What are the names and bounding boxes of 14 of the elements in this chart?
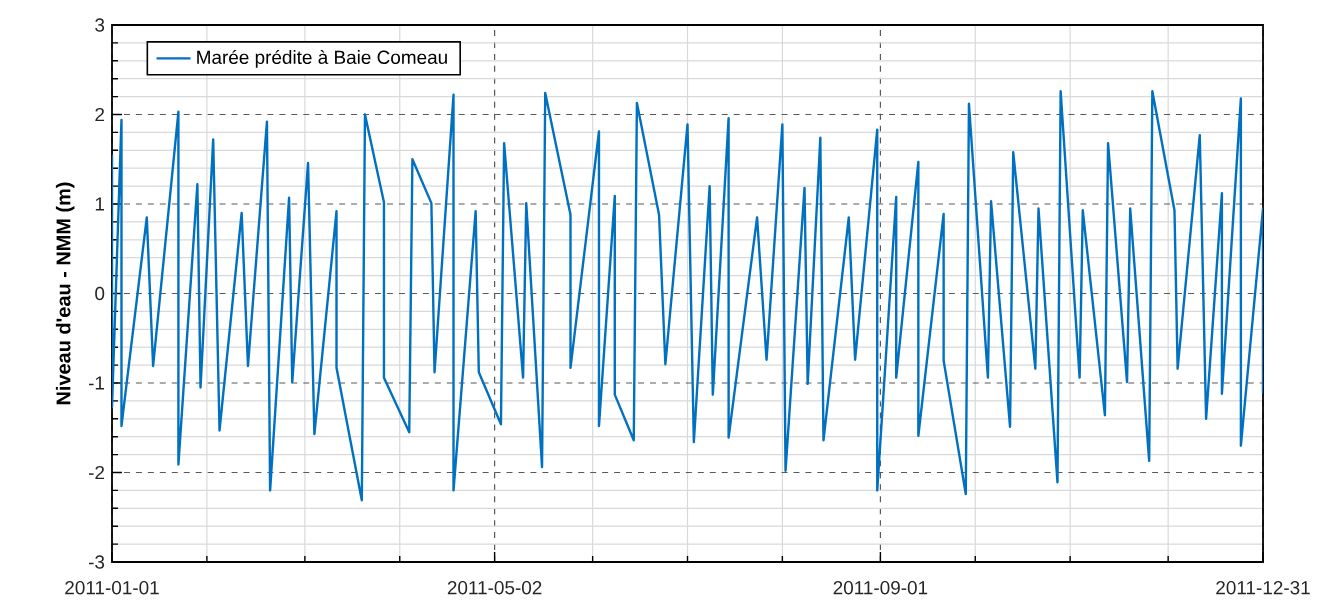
y-tick-label: 1 <box>95 197 105 211</box>
y-tick-label: -2 <box>88 465 105 480</box>
x-tick-label: 2011-09-01 <box>833 580 928 595</box>
y-tick-label: -1 <box>88 376 105 390</box>
x-tick-label: 2011-05-02 <box>447 580 542 595</box>
y-axis-title: Niveau d'eau - NMM (m) <box>55 182 75 405</box>
line-series <box>112 90 1264 502</box>
y-tick-label: 0 <box>95 286 105 301</box>
y-tick-label: -3 <box>88 555 105 569</box>
x-tick-label: 2011-01-01 <box>65 580 159 595</box>
legend-label: Marée prédite à Baie Comeau <box>197 49 447 68</box>
x-tick-label: 2011-12-31 <box>1216 580 1310 595</box>
y-tick-label: 3 <box>95 18 105 32</box>
y-tick-label: 2 <box>95 107 105 122</box>
